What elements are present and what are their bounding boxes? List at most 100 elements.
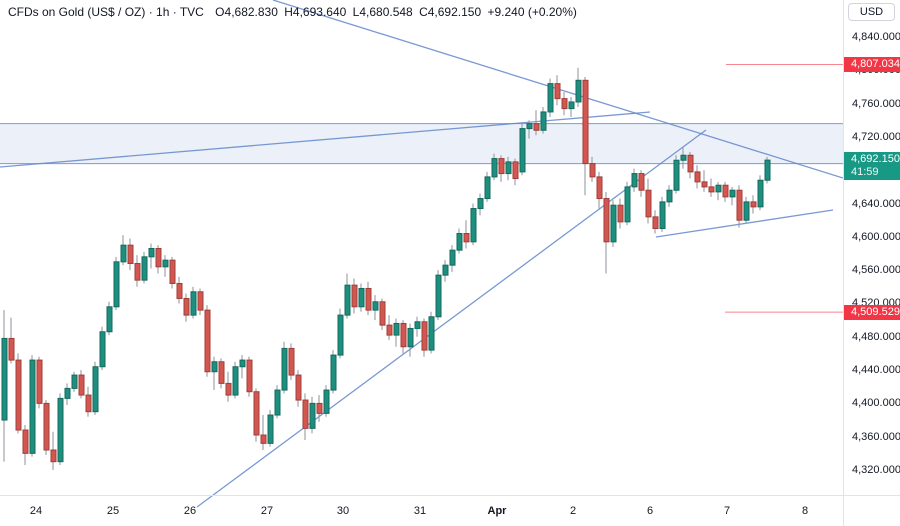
candle-body	[764, 159, 771, 181]
candle-body	[358, 287, 365, 308]
price-tick-label: 4,600.000	[852, 230, 900, 243]
candle-body	[582, 79, 589, 165]
candle-body	[687, 154, 694, 173]
candle-body	[302, 399, 309, 429]
time-tick-label: 26	[183, 505, 197, 517]
candle-body	[288, 347, 295, 376]
ohlc-legend: CFDs on Gold (US$ / OZ) · 1h · TVC O4,68…	[8, 5, 580, 20]
price-tick-label: 4,720.000	[852, 130, 900, 143]
price-tick-label: 4,440.000	[852, 364, 900, 377]
price-tick-label: 4,400.000	[852, 397, 900, 410]
candle-body	[155, 248, 162, 268]
close-value: 4,692.150	[427, 5, 482, 19]
candlestick-chart[interactable]	[0, 0, 843, 526]
candle-body	[617, 204, 624, 223]
candle-body	[463, 233, 470, 243]
candle-body	[491, 158, 498, 178]
candle-body	[512, 161, 519, 180]
axis-corner	[843, 495, 900, 526]
candle-body	[176, 282, 183, 299]
candle-body	[547, 83, 554, 113]
candle-body	[190, 291, 197, 316]
candle-body	[421, 321, 428, 351]
candle-body	[407, 327, 414, 348]
candle-body	[372, 301, 379, 311]
open-value: 4,682.830	[224, 5, 278, 19]
candle-body	[365, 287, 372, 311]
candle-body	[442, 264, 449, 276]
candle-body	[148, 248, 155, 258]
candle-body	[22, 429, 29, 454]
candle-body	[183, 297, 190, 316]
candle-body	[267, 414, 274, 444]
candle-body	[337, 314, 344, 356]
price-axis[interactable]: USD 4,840.0004,800.0004,760.0004,720.000…	[843, 0, 900, 526]
candle-body	[526, 123, 533, 130]
candle-body	[386, 324, 393, 336]
candle-body	[568, 101, 575, 110]
ascending-trendline-long[interactable]	[196, 129, 707, 508]
candle-body	[253, 391, 260, 436]
price-tick-label: 4,640.000	[852, 197, 900, 210]
candle-body	[225, 382, 232, 396]
time-axis[interactable]: 24 25 26 27 30 31 Apr 2 6 7 8	[0, 495, 843, 526]
candle-body	[610, 204, 617, 243]
candle-body	[603, 198, 610, 243]
candle-body	[631, 173, 638, 188]
candle-body	[694, 171, 701, 183]
candle-body	[260, 434, 267, 444]
time-tick-label: Apr	[487, 505, 507, 517]
alert-price-badge: 4,509.529	[844, 304, 900, 320]
candle-body	[106, 306, 113, 333]
candle-body	[43, 402, 50, 451]
chart-plot-area[interactable]	[0, 0, 843, 526]
close-label: C	[419, 5, 428, 19]
candle-body	[701, 181, 708, 188]
candle-body	[561, 98, 568, 110]
time-tick-label: 8	[801, 505, 809, 517]
candle-body	[309, 402, 316, 429]
candle-body	[736, 189, 743, 221]
candle-body	[8, 337, 15, 361]
candle-body	[715, 184, 722, 193]
time-tick-label: 30	[336, 505, 350, 517]
time-tick-label: 2	[569, 505, 577, 517]
candle-body	[218, 361, 225, 384]
candle-body	[638, 173, 645, 191]
candle-body	[456, 233, 463, 251]
candle-body	[400, 322, 407, 348]
chart-background	[0, 0, 843, 526]
price-tick-label: 4,760.000	[852, 97, 900, 110]
candle-body	[379, 301, 386, 326]
price-zone[interactable]	[0, 123, 843, 164]
time-tick-label: 27	[260, 505, 274, 517]
candle-body	[575, 79, 582, 103]
symbol-title[interactable]: CFDs on Gold (US$ / OZ) · 1h · TVC	[8, 5, 204, 19]
candle-body	[323, 389, 330, 414]
time-tick-label: 25	[106, 505, 120, 517]
candle-body	[652, 216, 659, 230]
candle-body	[645, 189, 652, 218]
candle-body	[162, 259, 169, 268]
candle-body	[239, 359, 246, 368]
candle-body	[50, 449, 57, 463]
time-tick-label: 31	[413, 505, 427, 517]
candle-body	[344, 284, 351, 316]
currency-button[interactable]: USD	[848, 3, 895, 21]
ascending-support-short[interactable]	[655, 209, 834, 238]
candle-body	[435, 274, 442, 318]
time-tick-label: 7	[723, 505, 731, 517]
candle-body	[71, 374, 78, 389]
candle-body	[204, 309, 211, 373]
candle-body	[64, 387, 71, 399]
candle-body	[414, 321, 421, 329]
last-price-value: 4,692.150	[851, 153, 900, 166]
candle-body	[680, 154, 687, 161]
price-tick-label: 4,320.000	[852, 464, 900, 476]
candle-body	[554, 83, 561, 100]
candle-body	[393, 322, 400, 336]
time-tick-label: 24	[29, 505, 43, 517]
candle-body	[428, 316, 435, 351]
price-tick-label: 4,840.000	[852, 31, 900, 43]
high-label: H	[284, 5, 293, 19]
